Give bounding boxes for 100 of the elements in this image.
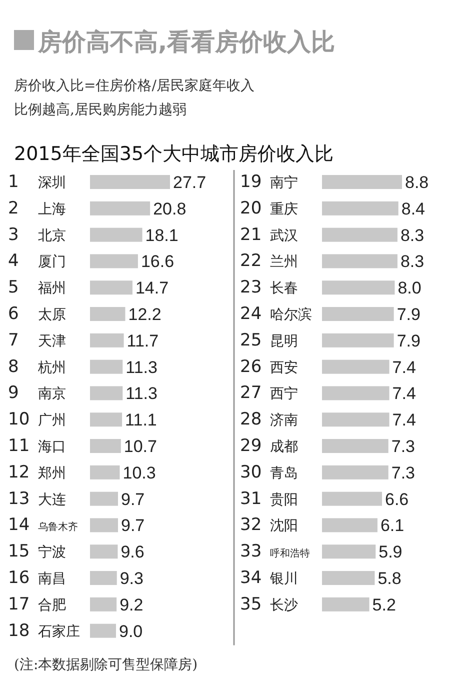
bar [90, 518, 118, 532]
y-tick-label: 7 天津 [8, 330, 66, 350]
data-label: 10.3 [122, 463, 156, 482]
y-tick-label: 22 兰州 [240, 251, 298, 272]
text: 比例越高,居民购房能力越弱 [14, 102, 186, 118]
bar [322, 360, 390, 374]
data-label: 27.7 [173, 173, 206, 192]
bar [90, 412, 122, 427]
y-tick-label: 6 太原 [8, 304, 66, 324]
y-tick-label: 31 贵阳 [240, 488, 298, 509]
bar [90, 333, 124, 348]
data-label: 20.8 [153, 199, 186, 218]
data-label: 11.7 [126, 331, 159, 350]
y-tick-label: 9 南京 [8, 383, 66, 404]
chart-subtitle: 2015年全国35个大中城市房价收入比 [14, 143, 334, 165]
bar [322, 307, 394, 321]
y-tick-label: 13 大连 [8, 488, 66, 509]
y-tick-label: 34 银川 [240, 568, 298, 588]
bar [90, 175, 170, 189]
data-label: 11.3 [126, 384, 158, 404]
data-label: 8.0 [398, 278, 422, 298]
data-label: 11.1 [125, 410, 157, 430]
bar [322, 175, 402, 189]
data-label: 11.3 [126, 358, 158, 377]
data-label: 9.2 [120, 595, 144, 614]
data-label: 8.4 [401, 199, 426, 218]
y-tick-label: 28 济南 [240, 410, 298, 430]
bar [90, 307, 126, 321]
data-label: 7.9 [396, 305, 420, 324]
bar [90, 228, 142, 242]
y-tick-label: 2 上海 [8, 198, 66, 218]
chart-title: 房价高不高,看看房价收入比 [37, 28, 336, 56]
y-tick-label: 18 石家庄 [8, 620, 80, 641]
data-label: 5.8 [378, 569, 402, 588]
data-label: 5.2 [372, 595, 396, 614]
y-tick-label: 20 重庆 [240, 198, 298, 218]
data-label: 8.3 [400, 226, 424, 245]
y-tick-label: 10 广州 [8, 410, 66, 430]
y-tick-label: 30 青岛 [240, 462, 298, 482]
data-label: 8.8 [405, 173, 429, 192]
y-tick-label: 5 福州 [8, 278, 66, 298]
bar [90, 597, 117, 612]
y-tick-label: 3 北京 [8, 224, 66, 245]
y-tick-label: 12 郑州 [8, 462, 66, 482]
y-tick-label: 4 厦门 [8, 251, 66, 272]
data-label: 12.2 [128, 305, 162, 324]
bar [90, 439, 121, 453]
bar [322, 201, 398, 216]
bar [322, 518, 378, 532]
y-tick-label: 8 杭州 [8, 356, 66, 377]
data-label: 10.7 [124, 437, 157, 456]
text: (注:本数据剔除可售型保障房) [14, 657, 198, 674]
data-label: 9.7 [121, 516, 145, 536]
y-tick-label: 15 宁波 [8, 542, 66, 562]
data-label: 18.1 [145, 226, 178, 245]
data-label: 9.6 [120, 542, 144, 562]
bar [322, 597, 370, 612]
y-tick-label: 14 乌鲁木齐 [8, 515, 78, 536]
y-tick-label: 27 西宁 [240, 383, 298, 404]
bar [90, 624, 116, 638]
data-label: 9.0 [118, 622, 143, 641]
data-label: 7.4 [392, 410, 416, 430]
y-tick-label: 25 昆明 [240, 330, 298, 350]
y-tick-label: 24 哈尔滨 [240, 304, 312, 324]
bar [90, 492, 118, 506]
bar [322, 333, 394, 348]
bar [90, 280, 132, 295]
y-tick-label: 21 武汉 [240, 224, 298, 245]
y-tick-label: 16 南昌 [8, 568, 66, 588]
bar [90, 571, 117, 585]
data-label: 6.6 [385, 490, 409, 509]
data-label: 16.6 [140, 252, 174, 272]
data-label: 14.7 [135, 278, 169, 298]
bar [90, 360, 123, 374]
bar [90, 465, 120, 480]
data-label: 5.9 [378, 542, 402, 562]
text: 房价收入比=住房价格/居民家庭年收入 [14, 78, 254, 94]
data-label: 9.7 [121, 490, 145, 509]
bar [322, 492, 382, 506]
bar [90, 201, 150, 216]
y-tick-label: 11 海口 [8, 436, 66, 456]
y-tick-label: 17 合肥 [8, 594, 66, 614]
bar [90, 254, 138, 268]
data-label: 7.4 [392, 358, 416, 377]
bar [322, 412, 390, 427]
data-label: 8.3 [400, 252, 424, 272]
y-tick-label: 35 长沙 [240, 594, 298, 614]
y-tick-label: 23 长春 [240, 278, 298, 298]
bar [322, 280, 395, 295]
bar [90, 386, 123, 400]
data-label: 6.1 [380, 516, 404, 536]
data-label: 7.3 [391, 463, 416, 482]
bar [322, 544, 376, 559]
bar [322, 228, 398, 242]
bar [90, 544, 118, 559]
bar [322, 465, 388, 480]
data-label: 7.3 [391, 437, 416, 456]
y-tick-label: 29 成都 [240, 436, 298, 456]
bar [322, 386, 390, 400]
y-tick-label: 1 深圳 [8, 172, 66, 192]
